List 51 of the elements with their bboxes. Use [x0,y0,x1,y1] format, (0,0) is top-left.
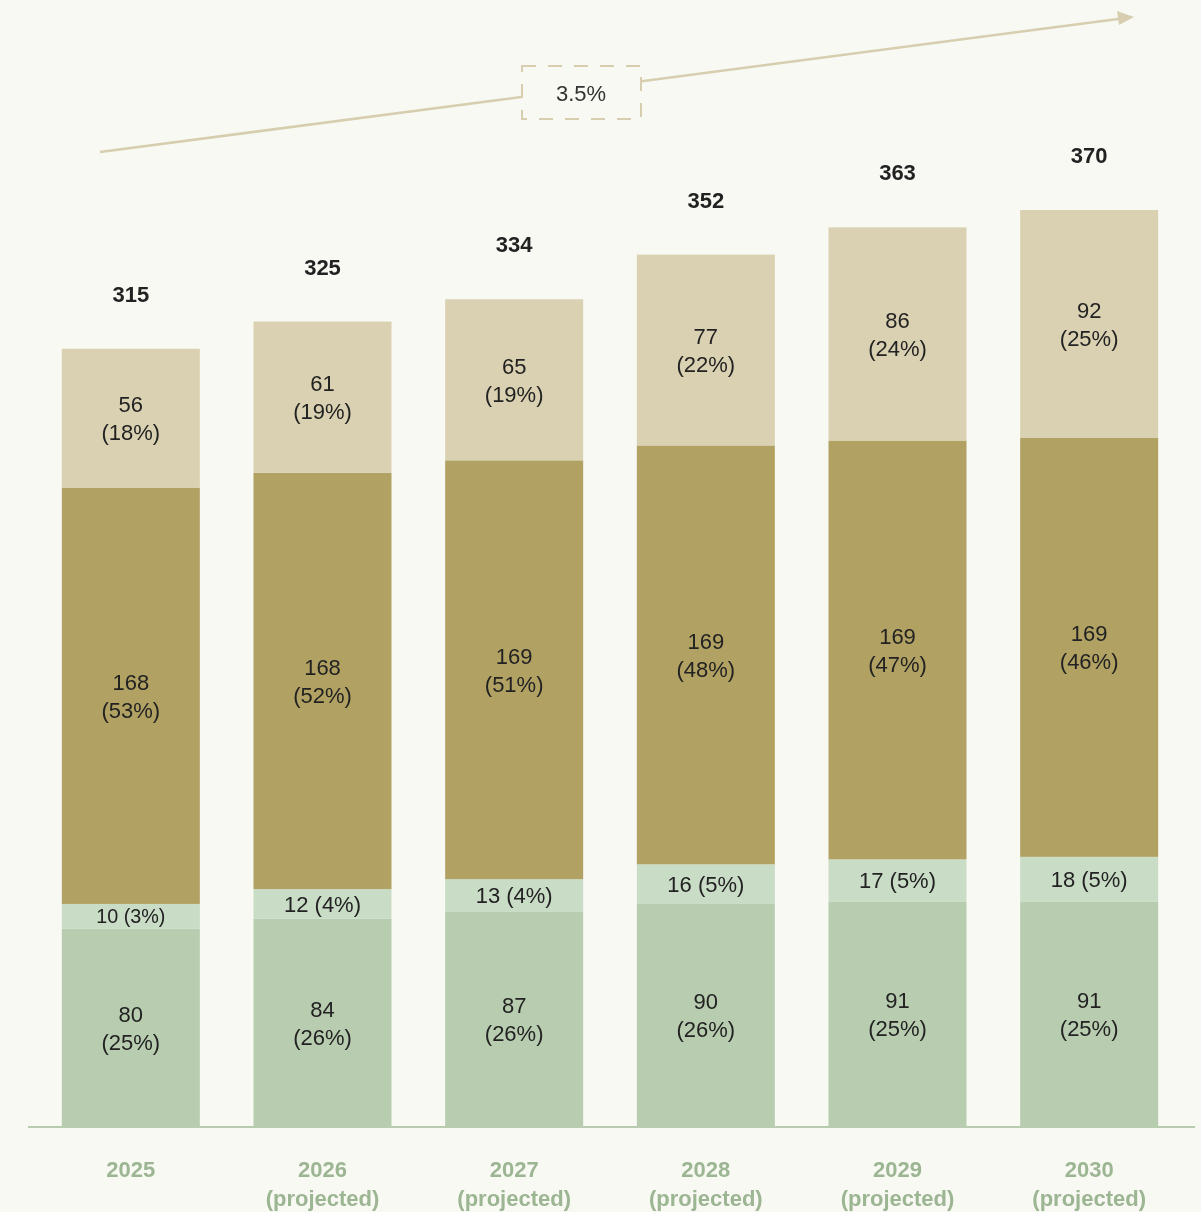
data-label: 92 (25%) [1059,298,1119,352]
bar [445,460,584,880]
bar [828,440,967,860]
text: 3.5% [555,81,607,106]
data-label: 17 (5%) [858,868,937,894]
bar [636,254,775,446]
data-label: 10 (3%) [96,905,166,928]
x-tick-label: 2025 [106,1157,156,1182]
total-label: 325 [304,254,341,280]
data-label: 56 (18%) [101,392,161,446]
bar [253,321,392,473]
data-label: 16 (5%) [667,872,745,898]
x-tick-label: 2029 (projected) [840,1157,955,1211]
total-label: 352 [687,187,725,213]
data-label: 169 (48%) [676,628,736,682]
data-label: 87 (26%) [484,993,544,1047]
x-tick-label: 2028 (projected) [648,1157,763,1211]
bar [61,487,200,904]
data-label: 80 (25%) [101,1001,161,1055]
bar [1020,210,1159,439]
data-label: 169 (47%) [868,623,927,677]
bar [61,348,200,488]
bar [828,227,967,441]
data-label: 168 (52%) [293,654,352,708]
data-label: 90 (26%) [676,989,736,1043]
bar [828,859,967,902]
bar [445,299,584,461]
data-label: 91 (25%) [868,988,927,1042]
data-label: 12 (4%) [283,891,362,917]
data-label: 13 (4%) [475,883,553,909]
bar [1020,438,1159,857]
data-label: 65 (19%) [484,353,544,407]
bar [253,472,392,890]
data-label: 169 (46%) [1059,621,1119,675]
data-label: 91 (25%) [1059,988,1119,1042]
total-label: 334 [495,232,534,258]
data-label: 77 (22%) [676,324,736,378]
total-label: 315 [112,281,150,307]
data-label: 86 (24%) [868,307,927,361]
x-tick-label: 2027 (projected) [457,1157,572,1211]
data-label: 61 (19%) [293,371,352,425]
bar [636,445,775,865]
data-label: 18 (5%) [1050,867,1128,893]
bar [636,864,775,904]
data-label: 168 (53%) [101,669,161,723]
data-label: 169 (51%) [484,643,544,697]
x-tick-label: 2030 (projected) [1032,1157,1147,1211]
total-label: 370 [1070,143,1108,168]
x-tick-label: 2026 (projected) [265,1157,380,1211]
total-label: 363 [879,160,916,186]
data-label: 84 (26%) [293,996,352,1050]
